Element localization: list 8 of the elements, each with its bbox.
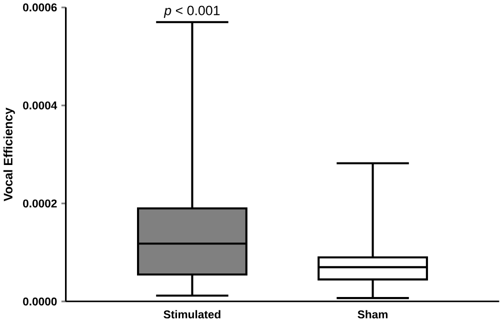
annotation: p < 0.001 bbox=[164, 6, 220, 18]
y-tick-label: 0.0004 bbox=[23, 102, 58, 110]
y-axis-title: Vocal Efficiency bbox=[3, 108, 15, 202]
y-tick-label: 0.0002 bbox=[23, 200, 57, 208]
y-tick-label: 0.0006 bbox=[23, 4, 57, 12]
x-tick-label: Stimulated bbox=[164, 310, 220, 318]
x-tick-label: Sham bbox=[358, 310, 388, 318]
y-tick-label: 0.0000 bbox=[23, 298, 57, 306]
